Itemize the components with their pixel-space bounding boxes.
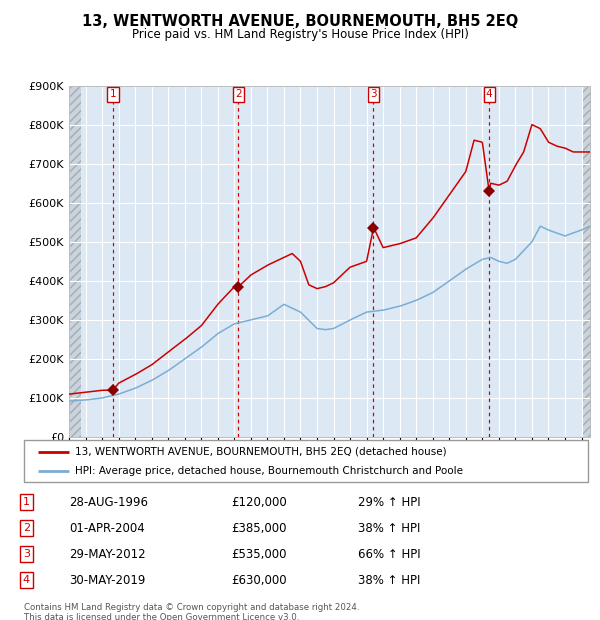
Text: 01-APR-2004: 01-APR-2004 bbox=[70, 522, 145, 535]
Text: HPI: Average price, detached house, Bournemouth Christchurch and Poole: HPI: Average price, detached house, Bour… bbox=[75, 466, 463, 476]
Text: 1: 1 bbox=[110, 89, 116, 99]
FancyBboxPatch shape bbox=[24, 440, 588, 482]
Text: 13, WENTWORTH AVENUE, BOURNEMOUTH, BH5 2EQ (detached house): 13, WENTWORTH AVENUE, BOURNEMOUTH, BH5 2… bbox=[75, 446, 446, 456]
Text: 30-MAY-2019: 30-MAY-2019 bbox=[70, 574, 146, 587]
Text: 38% ↑ HPI: 38% ↑ HPI bbox=[358, 522, 420, 535]
Text: 4: 4 bbox=[486, 89, 493, 99]
Bar bbox=[69, 86, 82, 437]
Text: 2: 2 bbox=[235, 89, 242, 99]
Text: 29-MAY-2012: 29-MAY-2012 bbox=[70, 548, 146, 561]
Text: £385,000: £385,000 bbox=[231, 522, 286, 535]
Text: 2: 2 bbox=[23, 523, 30, 533]
Text: £120,000: £120,000 bbox=[231, 496, 287, 509]
Text: 29% ↑ HPI: 29% ↑ HPI bbox=[358, 496, 420, 509]
Text: Contains HM Land Registry data © Crown copyright and database right 2024.
This d: Contains HM Land Registry data © Crown c… bbox=[24, 603, 359, 620]
Text: 4: 4 bbox=[23, 575, 30, 585]
Text: 1: 1 bbox=[23, 497, 30, 507]
Text: 28-AUG-1996: 28-AUG-1996 bbox=[70, 496, 149, 509]
Text: £535,000: £535,000 bbox=[231, 548, 286, 561]
Text: 3: 3 bbox=[370, 89, 377, 99]
Text: 3: 3 bbox=[23, 549, 30, 559]
Text: 13, WENTWORTH AVENUE, BOURNEMOUTH, BH5 2EQ: 13, WENTWORTH AVENUE, BOURNEMOUTH, BH5 2… bbox=[82, 14, 518, 29]
Text: Price paid vs. HM Land Registry's House Price Index (HPI): Price paid vs. HM Land Registry's House … bbox=[131, 28, 469, 41]
Text: 66% ↑ HPI: 66% ↑ HPI bbox=[358, 548, 420, 561]
Bar bbox=[583, 86, 592, 437]
Text: 38% ↑ HPI: 38% ↑ HPI bbox=[358, 574, 420, 587]
Text: £630,000: £630,000 bbox=[231, 574, 287, 587]
